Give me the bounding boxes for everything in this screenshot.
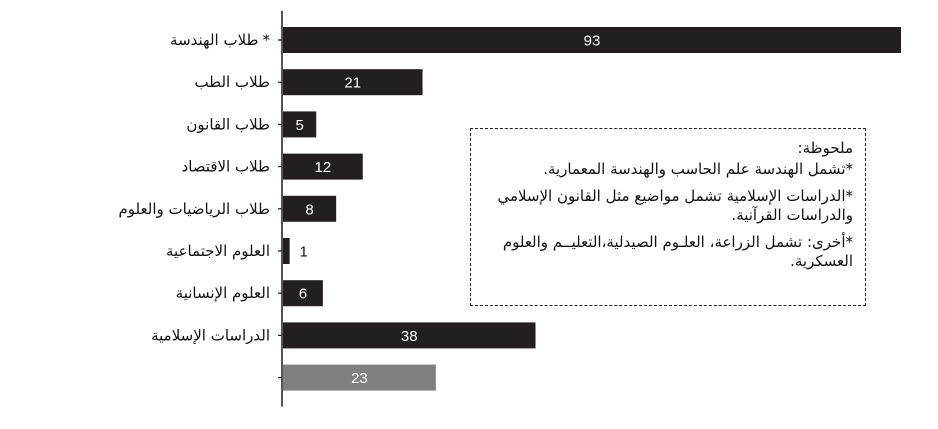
bar [283, 364, 436, 391]
category-text: طلاب القانون [186, 115, 270, 133]
bar [283, 238, 290, 264]
category-label: طلاب الرياضيات والعلوم [119, 200, 270, 218]
category-label: طلاب الهندسة * [170, 31, 270, 49]
bar [283, 195, 337, 222]
data-label: 8 [305, 201, 313, 218]
category-text: طلاب الرياضيات والعلوم [119, 200, 270, 218]
bar [283, 280, 323, 307]
y-axis [278, 11, 283, 407]
category-text: العلوم الإنسانية [176, 284, 270, 302]
note-box: ملحوظة: *تشمل الهندسة علم الحاسب والهندس… [470, 128, 866, 306]
note-item: *أخرى: تشمل الزراعة، العلـوم الصيدلية،ال… [502, 233, 853, 270]
bar [283, 111, 317, 138]
category-label: العلوم الإنسانية [176, 284, 270, 302]
category-label: طلاب القانون [186, 115, 270, 133]
note-item: *تشمل الهندسة علم الحاسب والهندسة المعما… [543, 160, 853, 178]
category-marker: * [263, 31, 271, 49]
bar [283, 322, 536, 349]
note-item: *الدراسات الإسلامية تشمل مواضيع مثل القا… [497, 187, 853, 224]
bar [283, 69, 423, 96]
category-label: طلاب الاقتصاد [182, 158, 270, 176]
bar [283, 153, 363, 180]
data-label: 1 [299, 244, 307, 261]
data-label: 93 [584, 33, 601, 50]
data-label: 12 [315, 159, 332, 176]
category-text: طلاب الهندسة [170, 31, 258, 49]
data-label: 6 [299, 286, 307, 303]
category-text: الدراسات الإسلامية [151, 326, 270, 344]
category-label: طلاب الطب [194, 73, 270, 91]
category-text: طلاب الطب [194, 73, 270, 91]
bar [283, 27, 901, 53]
category-label: الدراسات الإسلامية [151, 326, 270, 344]
data-label: 5 [295, 117, 303, 134]
note-title: ملحوظة: [797, 139, 853, 157]
data-label: 38 [401, 328, 418, 345]
category-label: العلوم الاجتماعية [166, 242, 270, 260]
category-labels: طلاب الهندسة * طلاب الطب طلاب القانون طلاب ا… [119, 31, 271, 344]
data-labels: 93 21 5 12 8 1 6 38 23 [295, 33, 600, 388]
data-label: 23 [351, 370, 368, 387]
category-text: طلاب الاقتصاد [182, 158, 270, 176]
category-text: العلوم الاجتماعية [166, 242, 270, 260]
bars [283, 27, 901, 391]
data-label: 21 [344, 75, 361, 92]
